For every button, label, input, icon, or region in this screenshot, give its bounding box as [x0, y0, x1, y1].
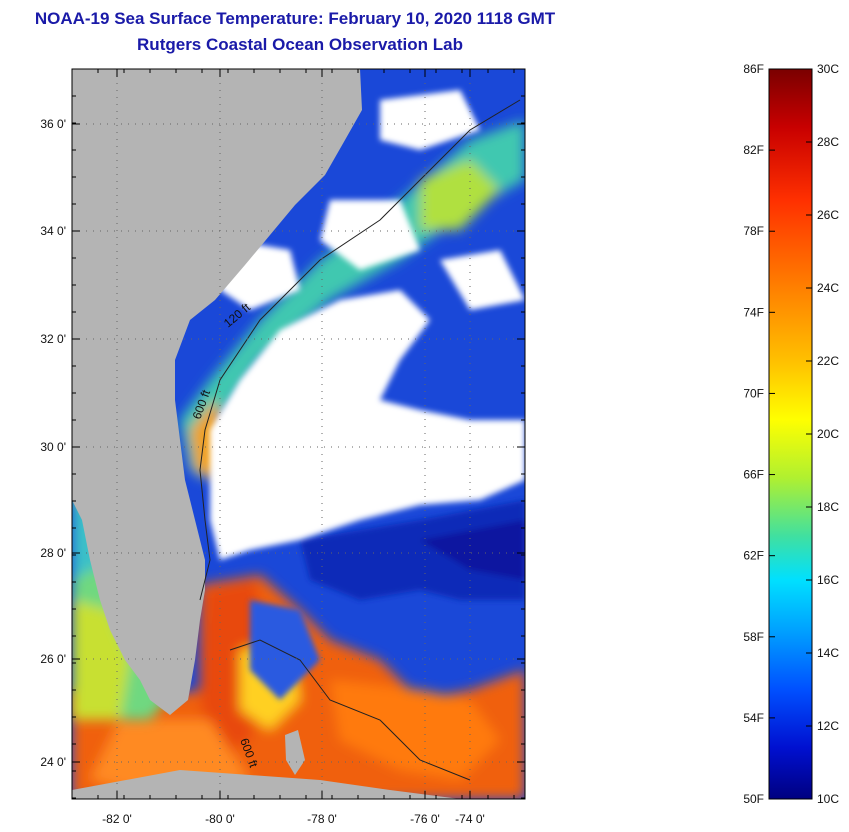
isobath-contour-south	[229, 639, 471, 781]
colorbar	[768, 68, 813, 800]
land-bahamas	[285, 730, 305, 775]
colorbar-f-label: 86F	[743, 62, 764, 76]
longitude-labels: -82 0' -80 0' -78 0' -76 0' -74 0'	[102, 812, 485, 826]
lat-label: 30 0'	[40, 440, 66, 454]
colorbar-f-label: 58F	[743, 630, 764, 644]
colorbar-f-label: 66F	[743, 468, 764, 482]
colorbar-c-label: 22C	[817, 354, 839, 368]
land-cuba	[72, 770, 460, 799]
lon-label: -82 0'	[102, 812, 132, 826]
colorbar-c-label: 28C	[817, 135, 839, 149]
colorbar-c-label: 30C	[817, 62, 839, 76]
map-subtitle: Rutgers Coastal Ocean Observation Lab	[137, 35, 463, 54]
colorbar-f-label: 78F	[743, 224, 764, 238]
lat-label: 36 0'	[40, 117, 66, 131]
map-gridlines	[72, 69, 525, 799]
lat-label: 26 0'	[40, 652, 66, 666]
land-mainland	[72, 69, 362, 715]
colorbar-c-label: 12C	[817, 719, 839, 733]
colorbar-f-label: 54F	[743, 711, 764, 725]
lat-label: 34 0'	[40, 224, 66, 238]
colorbar-f-label: 62F	[743, 549, 764, 563]
colorbar-f-label: 50F	[743, 792, 764, 806]
map-title: NOAA-19 Sea Surface Temperature: Februar…	[34, 9, 556, 28]
colorbar-c-label: 10C	[817, 792, 839, 806]
lon-label: -80 0'	[205, 812, 235, 826]
colorbar-c-label: 26C	[817, 208, 839, 222]
colorbar-c-label: 18C	[817, 500, 839, 514]
colorbar-f-label: 70F	[743, 386, 764, 400]
colorbar-celsius-labels: 30C 28C 26C 24C 22C 20C 18C 16C 14C 12C 10C	[806, 62, 839, 806]
colorbar-c-label: 20C	[817, 427, 839, 441]
lon-label: -76 0'	[410, 812, 440, 826]
colorbar-f-label: 74F	[743, 305, 764, 319]
colorbar-c-label: 24C	[817, 281, 839, 295]
lat-label: 32 0'	[40, 332, 66, 346]
colorbar-f-label: 82F	[743, 143, 764, 157]
cold-water-patches	[250, 500, 525, 700]
lon-label: -78 0'	[307, 812, 337, 826]
colorbar-c-label: 14C	[817, 646, 839, 660]
colorbar-c-label: 16C	[817, 573, 839, 587]
lat-label: 24 0'	[40, 755, 66, 769]
colorbar-fahrenheit-labels: 86F 82F 78F 74F 70F 66F 62F 58F 54F 50F	[743, 62, 775, 806]
isobath-contour	[199, 99, 521, 601]
map-ticks	[72, 69, 525, 799]
lat-label: 28 0'	[40, 546, 66, 560]
latitude-labels: 36 0' 34 0' 32 0' 30 0' 28 0' 26 0' 24 0'	[40, 117, 66, 769]
lon-label: -74 0'	[455, 812, 485, 826]
map-frame	[71, 68, 526, 800]
cloud-cover	[210, 90, 525, 560]
sst-imagery	[72, 69, 525, 799]
